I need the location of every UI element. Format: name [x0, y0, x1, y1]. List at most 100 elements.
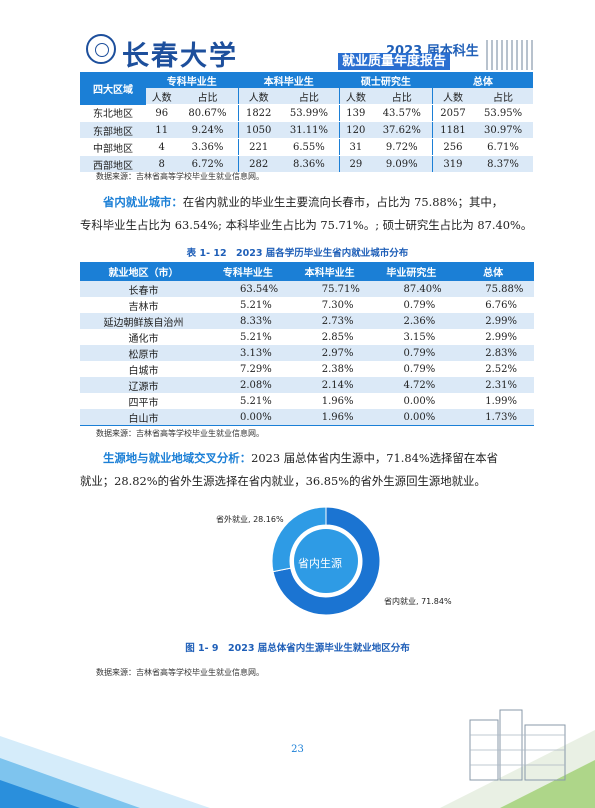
- chart-source: 数据来源：吉林省高等学校毕业生就业信息网。: [96, 668, 264, 677]
- table-cell: 319: [432, 155, 474, 173]
- table-cell: 1050: [238, 121, 279, 139]
- table-cell: 2057: [432, 104, 474, 122]
- table-cell: 2.99%: [452, 329, 534, 345]
- table2-source: 数据来源：吉林省高等学校毕业生就业信息网。: [96, 429, 264, 438]
- table-cell: 4: [146, 138, 178, 156]
- table-cell: 0.79%: [370, 297, 453, 313]
- table-cell: 1.99%: [452, 393, 534, 409]
- corner-decoration-left: [0, 736, 210, 808]
- table-cell: 6.71%: [473, 138, 533, 156]
- table-subheader: 占比: [473, 88, 533, 105]
- table-cell: 2.52%: [452, 361, 534, 377]
- badge-title: 就业质量年度报告: [338, 53, 451, 70]
- report-badge: 2023 届本科生 就业质量年度报告: [338, 40, 534, 70]
- table-cell: 2.83%: [452, 345, 534, 361]
- table-subheader: 人数: [238, 88, 279, 105]
- city-cell: 白城市: [80, 361, 207, 377]
- table-cell: 75.71%: [288, 281, 371, 297]
- city-cell: 长春市: [80, 281, 207, 297]
- table-cell: 11: [146, 121, 178, 139]
- table-cell: 43.57%: [371, 104, 433, 122]
- table-subheader: 占比: [177, 88, 239, 105]
- table-cell: 2.99%: [452, 313, 534, 329]
- table-cell: 1181: [432, 121, 474, 139]
- table-header-group: 硕士研究生: [339, 72, 433, 88]
- donut-slice-0: [272, 506, 381, 616]
- table-row: 东北地区 96 80.67% 1822 53.99% 139 43.57% 20…: [80, 104, 533, 122]
- table-cell: 1822: [238, 104, 279, 122]
- donut-chart-svg: [271, 506, 381, 616]
- table-cell: 87.40%: [370, 281, 453, 297]
- region-cell: 中部地区: [80, 138, 146, 156]
- table-header: 总体: [452, 262, 534, 281]
- page-number: 23: [291, 744, 304, 755]
- paragraph-text: 就业；28.82%的省外生源选择在省内就业，36.85%的省外生源回生源地就业。: [80, 474, 486, 488]
- table-cell: 7.29%: [207, 361, 289, 377]
- city-cell: 四平市: [80, 393, 207, 409]
- page-header: 长春大学 2023 届本科生 就业质量年度报告: [0, 0, 595, 72]
- table-cell: 2.38%: [288, 361, 371, 377]
- building-illustration-icon: [486, 40, 534, 70]
- table-cell: 96: [146, 104, 178, 122]
- table-cell: 31.11%: [278, 121, 340, 139]
- table-cell: 2.85%: [288, 329, 371, 345]
- table-cell: 63.54%: [207, 281, 289, 297]
- table-cell: 8: [146, 155, 178, 173]
- city-cell: 延边朝鲜族自治州: [80, 313, 207, 329]
- table-cell: 2.73%: [288, 313, 371, 329]
- table-cell: 9.24%: [177, 121, 239, 139]
- table-row: 四平市 5.21% 1.96% 0.00% 1.99%: [80, 393, 534, 409]
- table-row: 白山市 0.00% 1.96% 0.00% 1.73%: [80, 409, 534, 426]
- table-row: 延边朝鲜族自治州 8.33% 2.73% 2.36% 2.99%: [80, 313, 534, 329]
- table-cell: 37.62%: [371, 121, 433, 139]
- table1-source: 数据来源：吉林省高等学校毕业生就业信息网。: [96, 172, 264, 181]
- table-cell: 3.15%: [370, 329, 453, 345]
- donut-center: [294, 529, 358, 593]
- university-seal-icon: [86, 34, 116, 64]
- table-subheader: 占比: [278, 88, 340, 105]
- table-header-group: 总体: [432, 72, 533, 88]
- donut-chart: 省内生源: [270, 505, 382, 617]
- city-cell: 松原市: [80, 345, 207, 361]
- table-cell: 282: [238, 155, 279, 173]
- table-subheader: 人数: [432, 88, 474, 105]
- table-cell: 29: [339, 155, 372, 173]
- table-cell: 120: [339, 121, 372, 139]
- table-cell: 3.36%: [177, 138, 239, 156]
- table-cell: 6.55%: [278, 138, 340, 156]
- table-row: 白城市 7.29% 2.38% 0.79% 2.52%: [80, 361, 534, 377]
- campus-illustration-icon: [440, 709, 595, 808]
- table-cell: 139: [339, 104, 372, 122]
- donut-slice-1: [271, 506, 327, 573]
- table-cell: 8.37%: [473, 155, 533, 173]
- table-header: 本科毕业生: [288, 262, 371, 281]
- slice-label-inside: 省内就业, 71.84%: [384, 597, 452, 606]
- table-cell: 0.79%: [370, 361, 453, 377]
- slice-label-outside: 省外就业, 28.16%: [216, 515, 284, 524]
- table-cell: 7.30%: [288, 297, 371, 313]
- table-cell: 2.31%: [452, 377, 534, 393]
- region-cell: 东北地区: [80, 104, 146, 122]
- chart-caption: 图 1- 9 2023 届总体省内生源毕业生就业地区分布: [185, 643, 410, 654]
- table-row: 通化市 5.21% 2.85% 3.15% 2.99%: [80, 329, 534, 345]
- region-cell: 东部地区: [80, 121, 146, 139]
- table-cell: 0.00%: [370, 393, 453, 409]
- table-cell: 2.08%: [207, 377, 289, 393]
- table-cell: 1.96%: [288, 393, 371, 409]
- table-header-region: 四大区域: [80, 72, 146, 105]
- paragraph-keyword: 生源地与就业地域交叉分析：: [103, 451, 252, 465]
- city-cell: 通化市: [80, 329, 207, 345]
- table-cell: 0.00%: [207, 409, 289, 426]
- city-table: 就业地区（市） 专科毕业生 本科毕业生 毕业研究生 总体 长春市 63.54% 75…: [80, 262, 534, 426]
- table-subheader: 占比: [371, 88, 433, 105]
- table-header-group: 本科毕业生: [238, 72, 340, 88]
- city-cell: 辽源市: [80, 377, 207, 393]
- table-cell: 6.72%: [177, 155, 239, 173]
- table-cell: 75.88%: [452, 281, 534, 297]
- table-subheader: 人数: [146, 88, 178, 105]
- table-cell: 8.33%: [207, 313, 289, 329]
- table-cell: 1.96%: [288, 409, 371, 426]
- table-cell: 2.14%: [288, 377, 371, 393]
- table-cell: 31: [339, 138, 372, 156]
- paragraph-text: 在省内就业的毕业生主要流向长春市，占比为 75.88%；其中，: [182, 195, 504, 209]
